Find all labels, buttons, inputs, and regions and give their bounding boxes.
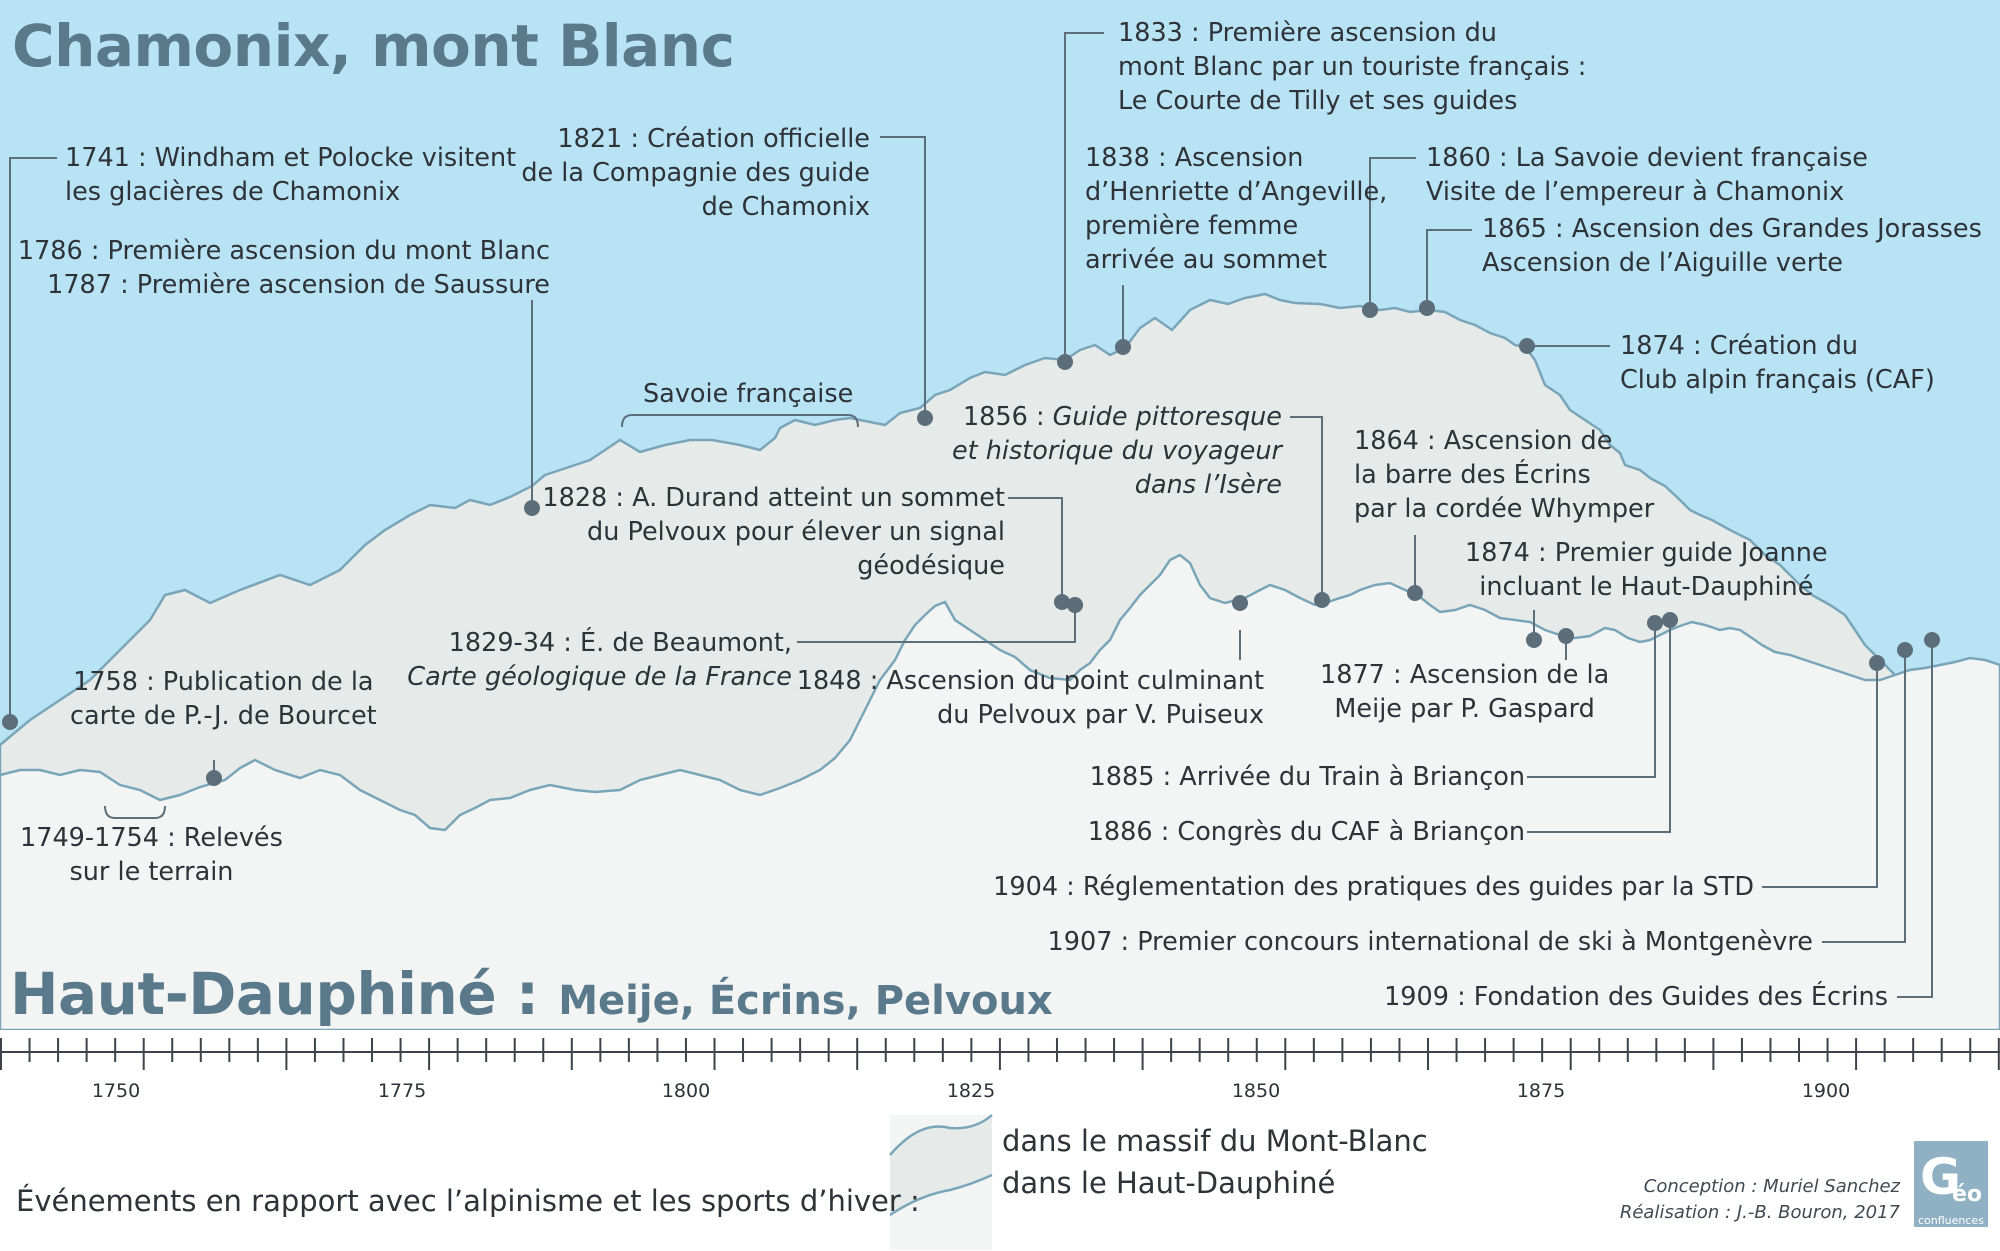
tick-label-1825: 1825 [946,1080,996,1102]
event-1860-leader [1369,157,1416,310]
event-1828: 1828 : A. Durand atteint un sommet du Pel… [542,483,1005,581]
legend-title: Événements en rapport avec l’alpinisme e… [16,1184,920,1218]
event-1829-34: 1829-34 : É. de Beaumont, Carte géologiqu… [407,628,792,692]
event-1821-leader [880,136,926,418]
event-1885: 1885 : Arrivée du Train à Briançon [1089,762,1525,792]
tick-label-1850: 1850 [1231,1080,1281,1102]
event-1904-marker [1869,655,1885,671]
legend-haut-dauphine: dans le Haut-Dauphiné [1002,1166,1336,1200]
event-1749-1754: 1749-1754 : Relevés sur le terrain [20,823,283,887]
event-1829-leader [797,605,1076,643]
event-1874-caf-marker [1519,338,1535,354]
event-1829-marker [1067,597,1083,613]
event-1848-marker [1232,595,1248,611]
event-1886: 1886 : Congrès du CAF à Briançon [1087,817,1525,847]
event-1909-leader [1897,640,1933,998]
event-1821-marker [917,410,933,426]
event-1860-marker [1362,302,1378,318]
event-1741: 1741 : Windham et Polocke visitent les gl… [65,143,517,207]
savoie-bracket [621,414,859,428]
event-1856-leader [1290,416,1323,600]
event-1907-leader [1822,650,1906,943]
tick-label-1750: 1750 [91,1080,141,1102]
haut-dauphine-band [0,553,2000,1032]
event-1848: 1848 : Ascension du point culminant du Pe… [796,666,1264,730]
event-1886-marker [1662,612,1678,628]
releves-bracket [104,805,166,819]
event-1864-marker [1407,585,1423,601]
event-1856-marker [1314,592,1330,608]
event-1838: 1838 : Ascension d’Henriette d’Angeville,… [1085,143,1388,275]
event-1904-leader [1762,663,1878,888]
event-1833-leader [1064,32,1104,362]
event-1886-leader [1527,620,1671,833]
event-1741-marker [2,714,18,730]
event-1786-1787: 1786 : Première ascension du mont Blanc 1… [17,236,550,300]
event-1865: 1865 : Ascension des Grandes Jorasses Asc… [1482,214,1982,278]
event-1874-joanne-marker [1526,632,1542,648]
title-haut-dauphine: Haut-Dauphiné : Meije, Écrins, Pelvoux [10,960,1053,1028]
event-1907: 1907 : Premier concours international de… [1047,927,1813,957]
event-1877-marker [1558,628,1574,644]
title-haut-dauphine-sub: Meije, Écrins, Pelvoux [558,978,1053,1024]
event-1821: 1821 : Création officielle de la Compagni… [521,124,870,222]
tick-label-1775: 1775 [377,1080,427,1102]
event-1833: 1833 : Première ascension du mont Blanc p… [1118,18,1587,116]
event-1838-marker [1115,339,1131,355]
event-1909-marker [1924,632,1940,648]
event-1758-marker [206,770,222,786]
event-1860: 1860 : La Savoie devient française Visite… [1426,143,1868,207]
event-1828-marker [1054,594,1070,610]
geoconfluences-logo [1914,1141,1988,1227]
legend-swatch-mont-blanc [890,1115,992,1215]
event-1907-marker [1897,642,1913,658]
tick-label-1800: 1800 [661,1080,711,1102]
credit-conception: Conception : Muriel Sanchez [1643,1176,1900,1197]
event-1909: 1909 : Fondation des Guides des Écrins [1384,982,1888,1012]
logo-subtitle: confluences [1918,1214,1984,1227]
event-1833-marker [1057,354,1073,370]
event-1786-marker [524,500,540,516]
event-1877: 1877 : Ascension de la Meije par P. Gaspa… [1320,660,1610,724]
legend-mont-blanc: dans le massif du Mont-Blanc [1002,1124,1428,1158]
event-1904: 1904 : Réglementation des pratiques des … [993,872,1754,902]
title-haut-dauphine-main: Haut-Dauphiné : [10,960,559,1028]
logo-eo: éo [1952,1182,1983,1207]
event-1865-leader [1426,229,1472,308]
legend-line-mont-blanc [889,1114,993,1156]
event-1758: 1758 : Publication de la carte de P.-J. d… [70,667,377,731]
label-savoie-francaise: Savoie française [643,379,854,409]
event-1828-leader [1008,497,1063,602]
title-chamonix: Chamonix, mont Blanc [12,12,735,80]
event-1874-caf: 1874 : Création du Club alpin français (C… [1620,331,1935,395]
event-1885-marker [1647,615,1663,631]
tick-label-1900: 1900 [1801,1080,1851,1102]
event-1885-leader [1527,623,1656,778]
event-1865-marker [1419,300,1435,316]
event-1856: 1856 : Guide pittoresque et historique du… [951,402,1282,500]
event-1874-joanne: 1874 : Premier guide Joanne incluant le H… [1465,538,1828,602]
event-1741-leader [9,157,57,722]
event-1864: 1864 : Ascension de la barre des Écrins pa… [1354,426,1655,524]
credit-realisation: Réalisation : J.-B. Bouron, 2017 [1619,1202,1900,1223]
tick-label-1875: 1875 [1516,1080,1566,1102]
legend-line-haut-dauphine [889,1173,993,1217]
logo-letter: G [1920,1148,1962,1206]
